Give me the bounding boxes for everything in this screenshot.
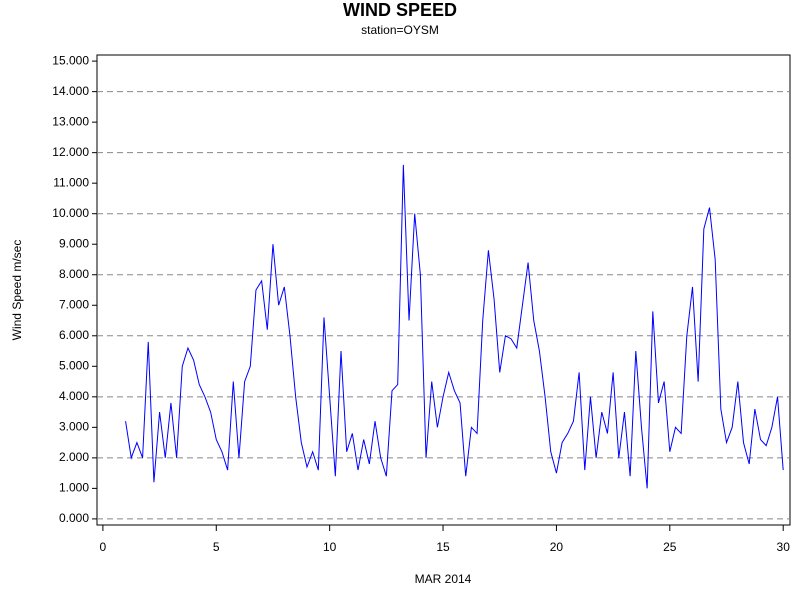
x-tick-label: 20: [550, 540, 564, 554]
x-tick-label: 15: [436, 540, 450, 554]
y-axis-label: Wind Speed m/sec: [10, 240, 24, 341]
x-tick-label: 5: [213, 540, 220, 554]
x-tick-label: 30: [777, 540, 791, 554]
x-tick-label: 10: [323, 540, 337, 554]
y-tick-label: 4.000: [59, 389, 89, 403]
plot-frame: [96, 54, 791, 526]
y-tick-label: 5.000: [59, 358, 89, 372]
y-tick-label: 2.000: [59, 450, 89, 464]
x-axis-label: MAR 2014: [415, 572, 472, 586]
y-tick-label: 1.000: [59, 481, 89, 495]
y-tick-label: 7.000: [59, 297, 89, 311]
y-tick-label: 11.000: [53, 175, 89, 189]
y-tick-label: 3.000: [59, 420, 89, 434]
y-tick-label: 14.000: [52, 84, 89, 98]
y-tick-label: 0.000: [59, 511, 89, 525]
y-tick-label: 10.000: [52, 206, 89, 220]
x-tick-label: 25: [663, 540, 677, 554]
x-tick-label: 0: [100, 540, 107, 554]
y-tick-label: 8.000: [59, 267, 89, 281]
y-tick-label: 12.000: [52, 145, 89, 159]
y-tick-label: 13.000: [52, 114, 89, 128]
chart-subtitle: station=OYSM: [361, 23, 439, 37]
y-tick-label: 9.000: [59, 236, 89, 250]
y-tick-label: 6.000: [59, 328, 89, 342]
chart-title: WIND SPEED: [343, 0, 457, 20]
y-tick-label: 15.000: [52, 53, 89, 67]
data-line: [125, 164, 784, 489]
